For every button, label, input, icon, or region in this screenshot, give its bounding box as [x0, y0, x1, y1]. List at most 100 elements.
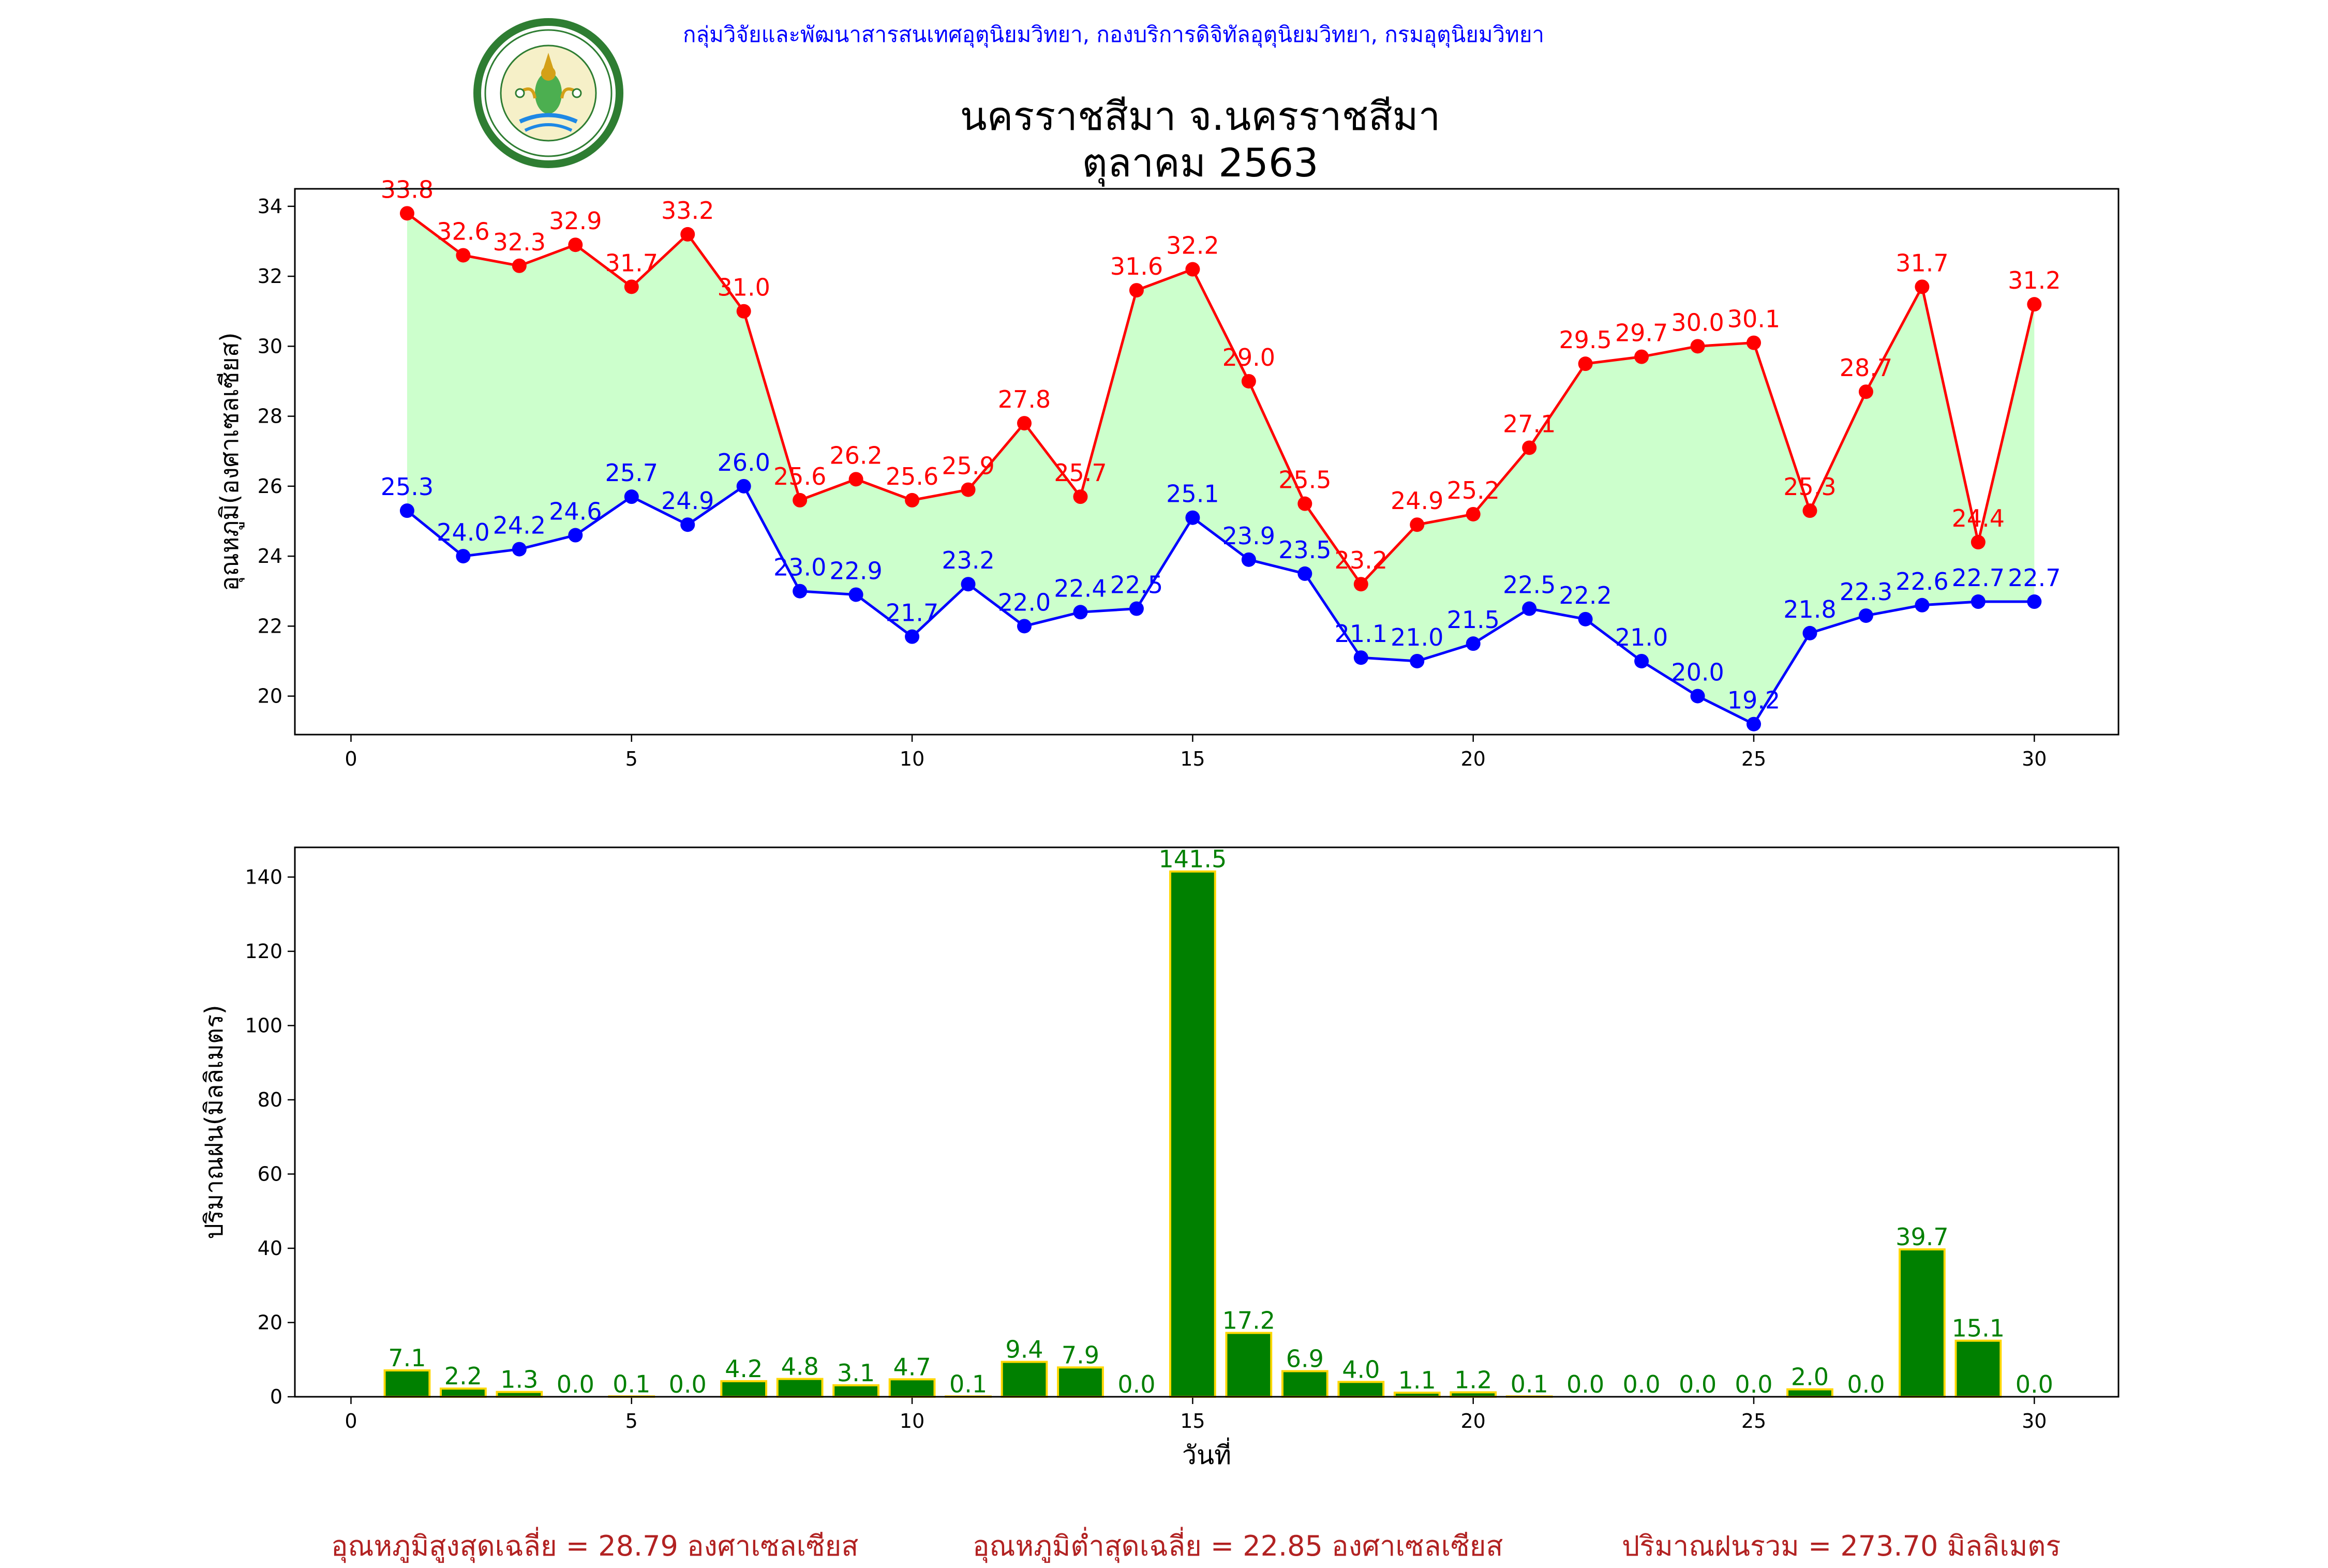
rain-bar-label: 0.0	[2016, 1370, 2053, 1398]
rain-bar	[1281, 1370, 1329, 1398]
temp-max-label: 25.2	[1446, 476, 1499, 504]
temp-max-label: 32.3	[493, 228, 546, 256]
temp-max-point	[568, 237, 583, 252]
rain-bar	[1001, 1361, 1048, 1398]
rain-bar	[1169, 870, 1216, 1398]
summary-total-rain: ปริมาณฝนรวม = 273.70 มิลลิเมตร	[1622, 1530, 2061, 1562]
temp-range-fill	[407, 213, 2035, 724]
rain-bar-label: 2.2	[444, 1362, 482, 1390]
temp-max-point	[793, 492, 808, 507]
temp-x-tick-label: 30	[2022, 748, 2047, 770]
temp-min-point	[680, 517, 695, 532]
rain-y-tick-label: 120	[245, 940, 282, 963]
rain-bar	[720, 1380, 768, 1398]
temp-max-point	[961, 482, 976, 497]
temp-x-tick-label: 5	[625, 748, 638, 770]
temp-min-point	[1578, 611, 1593, 626]
temp-max-point	[1522, 440, 1537, 455]
temp-max-point	[1858, 384, 1873, 399]
temp-max-point	[680, 227, 695, 242]
rain-bar	[776, 1378, 824, 1398]
rain-x-tick-label: 10	[900, 1410, 924, 1432]
temp-min-label: 22.9	[829, 557, 882, 585]
temp-max-label: 24.9	[1391, 487, 1443, 515]
temp-min-label: 23.2	[942, 546, 994, 574]
temp-max-label: 32.6	[437, 217, 489, 245]
temp-min-line	[406, 484, 2035, 726]
temp-min-label: 21.0	[1391, 623, 1443, 651]
temp-min-label: 20.0	[1671, 659, 1724, 686]
rain-y-tick-label: 60	[258, 1162, 282, 1185]
rain-bar-label: 0.0	[1735, 1370, 1772, 1398]
temp-max-point	[456, 248, 471, 263]
temp-max-point	[1353, 577, 1368, 592]
temp-min-point	[1747, 716, 1761, 731]
temp-max-label: 23.2	[1335, 546, 1387, 574]
rain-x-axis-label: วันที่	[1182, 1438, 1231, 1470]
temp-min-label: 21.8	[1783, 595, 1836, 623]
temp-max-point	[1073, 489, 1088, 504]
temp-min-point	[1971, 594, 1986, 609]
temp-max-point	[848, 472, 863, 487]
temp-max-point	[1410, 517, 1425, 532]
temp-min-label: 21.5	[1446, 606, 1499, 634]
temp-max-label: 31.7	[605, 249, 658, 277]
temp-min-point	[1802, 625, 1817, 640]
temp-min-point	[1522, 601, 1537, 616]
rain-bar-label: 4.2	[725, 1355, 763, 1383]
temp-min-point	[1410, 653, 1425, 668]
temp-max-label: 32.2	[1166, 232, 1219, 260]
temp-y-tick-label: 32	[258, 265, 282, 288]
temp-min-point	[1915, 598, 1930, 613]
temp-max-point	[1802, 503, 1817, 518]
temp-max-label: 25.3	[1783, 473, 1836, 501]
temp-max-label: 31.6	[1110, 252, 1163, 280]
rain-bar-label: 4.7	[893, 1353, 931, 1381]
rain-bar-label: 0.0	[1117, 1370, 1155, 1398]
temp-min-label: 22.7	[2008, 564, 2061, 592]
rain-bar-label: 1.1	[1398, 1366, 1436, 1394]
temp-max-label: 32.9	[549, 207, 602, 235]
temp-min-point	[624, 489, 639, 504]
temp-min-label: 24.2	[493, 512, 546, 540]
rain-bar-label: 0.0	[669, 1370, 707, 1398]
summary-avg-max-temp: อุณหภูมิสูงสุดเฉลี่ย = 28.79 องศาเซลเซีย…	[331, 1530, 859, 1562]
rain-bar-label: 9.4	[1005, 1336, 1043, 1364]
temp-min-label: 24.9	[661, 487, 714, 515]
temp-y-tick-label: 24	[258, 545, 282, 568]
temp-max-label: 28.7	[1840, 354, 1892, 382]
temp-max-label: 25.7	[1054, 459, 1107, 487]
temp-max-label: 25.9	[942, 452, 994, 480]
temp-min-point	[1858, 608, 1873, 623]
rain-bar-label: 0.0	[1847, 1370, 1885, 1398]
temp-max-line	[406, 212, 2036, 587]
temp-min-label: 25.3	[381, 473, 434, 501]
rain-bar-label: 39.7	[1896, 1223, 1948, 1251]
temp-y-tick-label: 22	[258, 615, 282, 637]
rain-bar-label: 0.0	[1622, 1370, 1660, 1398]
temp-min-point	[848, 587, 863, 602]
temp-min-point	[1690, 689, 1705, 704]
temp-max-label: 29.7	[1615, 319, 1668, 347]
temp-max-label: 31.7	[1896, 249, 1948, 277]
temp-max-point	[399, 206, 414, 221]
rain-bar-label: 2.0	[1791, 1363, 1829, 1391]
chart-title: นครราชสีมา จ.นครราชสีมา	[960, 93, 1441, 139]
rain-x-tick-label: 30	[2022, 1410, 2047, 1432]
temp-min-point	[793, 584, 808, 599]
temp-y-tick-label: 20	[258, 685, 282, 708]
temp-min-label: 22.5	[1503, 571, 1556, 599]
rain-y-tick-label: 80	[258, 1088, 282, 1111]
temp-max-label: 31.0	[717, 274, 770, 302]
temp-min-point	[1241, 552, 1256, 567]
temp-max-label: 33.2	[661, 197, 714, 225]
rain-bar-label: 1.2	[1454, 1366, 1492, 1394]
temp-min-label: 23.0	[773, 554, 826, 581]
temp-max-label: 25.5	[1278, 466, 1331, 494]
rain-bar	[1337, 1381, 1385, 1398]
temp-max-point	[624, 279, 639, 294]
temp-max-point	[512, 258, 527, 273]
rain-y-tick-label: 0	[270, 1385, 282, 1408]
rain-bar-label: 4.8	[781, 1353, 819, 1381]
